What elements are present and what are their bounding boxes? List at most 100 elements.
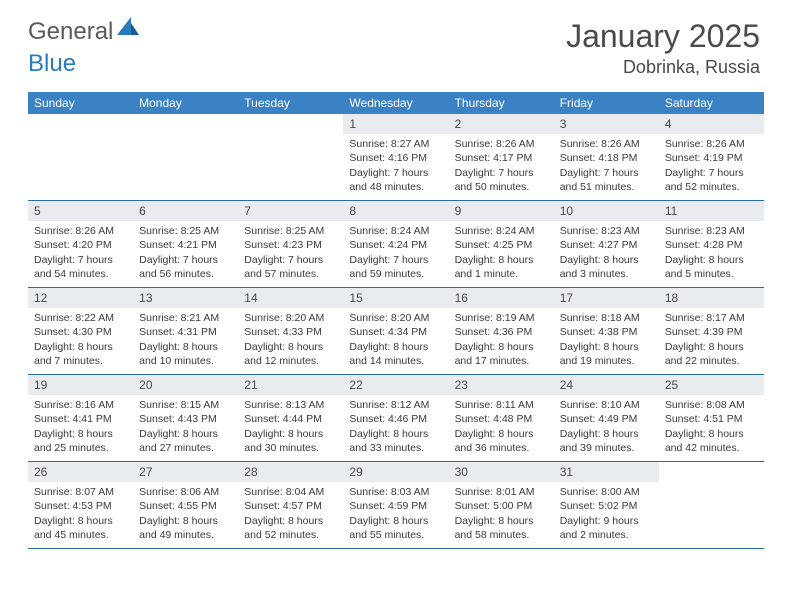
cell-line: Sunrise: 8:06 AM: [139, 485, 232, 499]
day-number: 5: [28, 201, 133, 221]
cell-line: Daylight: 7 hours: [139, 253, 232, 267]
cell-line: Sunrise: 8:18 AM: [560, 311, 653, 325]
brand-triangle-icon: [117, 17, 139, 40]
cell-line: Daylight: 8 hours: [139, 340, 232, 354]
cell-line: Sunrise: 8:03 AM: [349, 485, 442, 499]
day-header: Sunday: [28, 92, 133, 114]
cell-line: Sunrise: 8:26 AM: [665, 137, 758, 151]
cell-line: Sunrise: 8:23 AM: [665, 224, 758, 238]
cell-line: Sunset: 4:30 PM: [34, 325, 127, 339]
cell-line: Sunrise: 8:27 AM: [349, 137, 442, 151]
cell-body: Sunrise: 8:12 AMSunset: 4:46 PMDaylight:…: [343, 395, 448, 461]
cell-body: [133, 134, 238, 143]
title-block: January 2025 Dobrinka, Russia: [566, 18, 760, 78]
cell-line: and 1 minute.: [455, 267, 548, 281]
cell-line: Sunset: 4:23 PM: [244, 238, 337, 252]
week-row: 12Sunrise: 8:22 AMSunset: 4:30 PMDayligh…: [28, 288, 764, 375]
cell-line: Sunset: 4:46 PM: [349, 412, 442, 426]
cell-line: Daylight: 8 hours: [455, 514, 548, 528]
cell-body: Sunrise: 8:17 AMSunset: 4:39 PMDaylight:…: [659, 308, 764, 374]
cell-line: and 12 minutes.: [244, 354, 337, 368]
cell-line: Sunset: 4:55 PM: [139, 499, 232, 513]
cell-body: Sunrise: 8:10 AMSunset: 4:49 PMDaylight:…: [554, 395, 659, 461]
calendar-cell: 26 Sunrise: 8:07 AMSunset: 4:53 PMDayligh…: [28, 462, 133, 548]
cell-line: Sunset: 4:33 PM: [244, 325, 337, 339]
day-number: [28, 114, 133, 134]
cell-line: Daylight: 8 hours: [455, 427, 548, 441]
cell-line: Daylight: 8 hours: [665, 427, 758, 441]
cell-line: Sunset: 4:25 PM: [455, 238, 548, 252]
cell-body: Sunrise: 8:13 AMSunset: 4:44 PMDaylight:…: [238, 395, 343, 461]
cell-line: Sunrise: 8:22 AM: [34, 311, 127, 325]
day-number: 31: [554, 462, 659, 482]
cell-body: Sunrise: 8:01 AMSunset: 5:00 PMDaylight:…: [449, 482, 554, 548]
cell-line: Sunset: 5:00 PM: [455, 499, 548, 513]
cell-body: Sunrise: 8:06 AMSunset: 4:55 PMDaylight:…: [133, 482, 238, 548]
cell-body: Sunrise: 8:22 AMSunset: 4:30 PMDaylight:…: [28, 308, 133, 374]
cell-line: Sunset: 4:24 PM: [349, 238, 442, 252]
day-number: 24: [554, 375, 659, 395]
cell-line: Sunrise: 8:24 AM: [455, 224, 548, 238]
day-number: [133, 114, 238, 134]
cell-body: [28, 134, 133, 143]
cell-line: Daylight: 7 hours: [665, 166, 758, 180]
cell-line: Daylight: 8 hours: [139, 427, 232, 441]
calendar-cell: 28Sunrise: 8:04 AMSunset: 4:57 PMDayligh…: [238, 462, 343, 548]
cell-line: Daylight: 8 hours: [244, 514, 337, 528]
day-number: 17: [554, 288, 659, 308]
cell-line: Sunset: 4:57 PM: [244, 499, 337, 513]
day-header: Saturday: [659, 92, 764, 114]
day-number: 26: [28, 462, 133, 482]
cell-line: Sunrise: 8:20 AM: [349, 311, 442, 325]
calendar-grid: Sunday Monday Tuesday Wednesday Thursday…: [28, 92, 764, 549]
cell-line: Daylight: 9 hours: [560, 514, 653, 528]
month-title: January 2025: [566, 18, 760, 55]
cell-line: Daylight: 7 hours: [244, 253, 337, 267]
cell-body: Sunrise: 8:24 AMSunset: 4:25 PMDaylight:…: [449, 221, 554, 287]
brand-text-2: Blue: [28, 50, 76, 77]
cell-body: Sunrise: 8:26 AMSunset: 4:20 PMDaylight:…: [28, 221, 133, 287]
calendar-cell: 19Sunrise: 8:16 AMSunset: 4:41 PMDayligh…: [28, 375, 133, 461]
cell-body: Sunrise: 8:20 AMSunset: 4:34 PMDaylight:…: [343, 308, 448, 374]
cell-line: Daylight: 8 hours: [560, 253, 653, 267]
calendar-cell: 22Sunrise: 8:12 AMSunset: 4:46 PMDayligh…: [343, 375, 448, 461]
cell-line: Sunset: 4:43 PM: [139, 412, 232, 426]
cell-line: Daylight: 8 hours: [455, 253, 548, 267]
day-number: 19: [28, 375, 133, 395]
cell-line: Sunrise: 8:26 AM: [34, 224, 127, 238]
cell-line: and 30 minutes.: [244, 441, 337, 455]
cell-line: Sunset: 4:53 PM: [34, 499, 127, 513]
day-number: 9: [449, 201, 554, 221]
cell-body: Sunrise: 8:23 AMSunset: 4:27 PMDaylight:…: [554, 221, 659, 287]
day-number: 11: [659, 201, 764, 221]
cell-line: Sunrise: 8:01 AM: [455, 485, 548, 499]
cell-line: Daylight: 7 hours: [349, 253, 442, 267]
day-number: 13: [133, 288, 238, 308]
cell-line: Daylight: 7 hours: [455, 166, 548, 180]
cell-line: and 59 minutes.: [349, 267, 442, 281]
day-number: 22: [343, 375, 448, 395]
calendar-cell: 29Sunrise: 8:03 AMSunset: 4:59 PMDayligh…: [343, 462, 448, 548]
calendar-cell: [238, 114, 343, 200]
cell-line: and 22 minutes.: [665, 354, 758, 368]
week-row: 19Sunrise: 8:16 AMSunset: 4:41 PMDayligh…: [28, 375, 764, 462]
calendar-cell: 15Sunrise: 8:20 AMSunset: 4:34 PMDayligh…: [343, 288, 448, 374]
cell-line: and 51 minutes.: [560, 180, 653, 194]
brand-text-1: General: [28, 18, 113, 46]
calendar-cell: 25Sunrise: 8:08 AMSunset: 4:51 PMDayligh…: [659, 375, 764, 461]
cell-line: Daylight: 8 hours: [34, 514, 127, 528]
cell-line: Sunrise: 8:12 AM: [349, 398, 442, 412]
cell-line: Daylight: 8 hours: [560, 427, 653, 441]
cell-line: Sunset: 4:41 PM: [34, 412, 127, 426]
cell-line: Daylight: 8 hours: [349, 427, 442, 441]
day-number: 28: [238, 462, 343, 482]
brand-logo: General: [28, 18, 141, 46]
cell-line: and 25 minutes.: [34, 441, 127, 455]
cell-line: and 3 minutes.: [560, 267, 653, 281]
day-number: 21: [238, 375, 343, 395]
location-label: Dobrinka, Russia: [566, 57, 760, 78]
cell-body: Sunrise: 8:19 AMSunset: 4:36 PMDaylight:…: [449, 308, 554, 374]
day-number: 30: [449, 462, 554, 482]
cell-body: Sunrise: 8:23 AMSunset: 4:28 PMDaylight:…: [659, 221, 764, 287]
cell-line: Sunrise: 8:07 AM: [34, 485, 127, 499]
